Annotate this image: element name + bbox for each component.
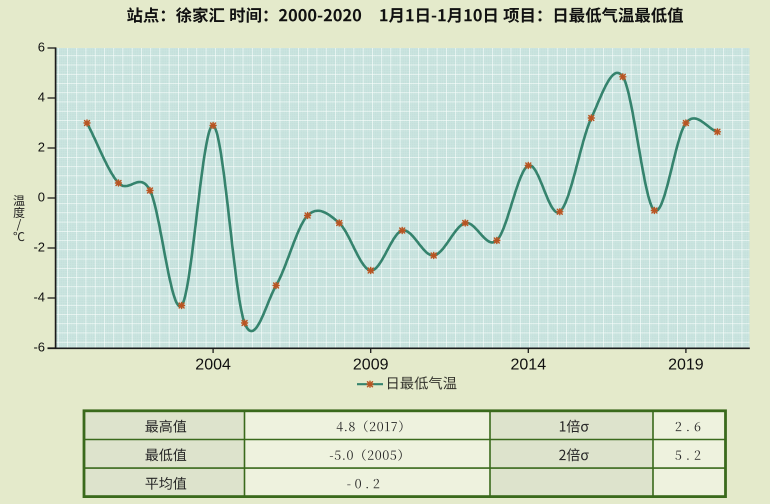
svg-text:0: 0 — [38, 190, 45, 205]
svg-text:-6: -6 — [33, 340, 45, 355]
svg-text:4: 4 — [38, 90, 45, 105]
svg-text:2014: 2014 — [511, 357, 547, 374]
svg-text:2004: 2004 — [195, 357, 231, 374]
svg-text:-4: -4 — [33, 290, 45, 305]
svg-text:2019: 2019 — [668, 357, 704, 374]
svg-text:6: 6 — [38, 40, 45, 55]
svg-text:-2: -2 — [33, 240, 45, 255]
svg-text:2: 2 — [38, 140, 45, 155]
svg-text:2009: 2009 — [353, 357, 389, 374]
